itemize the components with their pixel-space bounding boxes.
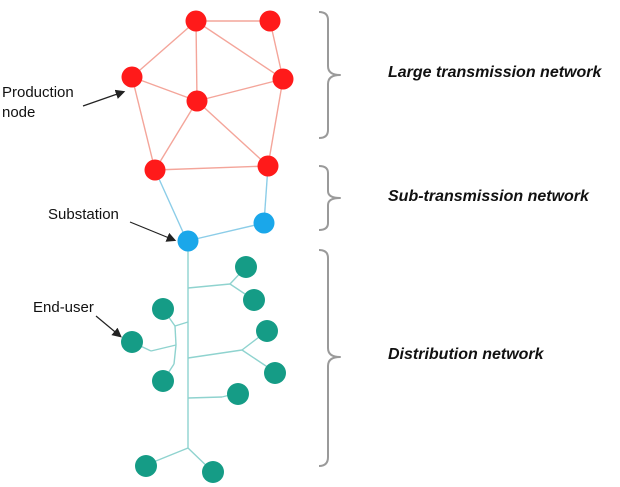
distribution-bracket	[318, 249, 341, 467]
section-brackets	[318, 11, 341, 467]
sub-transmission-links	[154, 165, 269, 242]
distribution-links	[131, 241, 276, 473]
sub-transmission-bracket	[318, 165, 341, 231]
production-node	[144, 159, 166, 181]
end-user-label: End-user	[33, 299, 94, 316]
end-user-node	[256, 320, 278, 342]
end-user-node	[152, 298, 174, 320]
annotation-arrows	[82, 89, 177, 338]
sub-transmission-label: Sub-transmission network	[388, 188, 589, 205]
production-node-label-line1: Production	[2, 84, 74, 101]
production-node	[121, 66, 143, 88]
production-node	[185, 10, 207, 32]
end-user-nodes	[121, 256, 286, 483]
substation-arrow	[129, 221, 177, 242]
end-user-node	[121, 331, 143, 353]
end-user-node	[227, 383, 249, 405]
production-node-arrow	[82, 89, 126, 107]
end-user-node	[202, 461, 224, 483]
end-user-node	[152, 370, 174, 392]
end-user-node	[243, 289, 265, 311]
large-transmission-label: Large transmission network	[388, 64, 602, 81]
large-transmission-bracket	[318, 11, 341, 139]
production-node	[259, 10, 281, 32]
production-node	[186, 90, 208, 112]
end-user-node	[264, 362, 286, 384]
end-user-arrow	[95, 315, 122, 338]
end-user-node	[135, 455, 157, 477]
distribution-label: Distribution network	[388, 346, 544, 363]
end-user-node	[235, 256, 257, 278]
substation-nodes	[177, 212, 275, 252]
substation-label: Substation	[48, 206, 119, 223]
substation-node	[253, 212, 275, 234]
transmission-links	[131, 20, 284, 171]
production-node	[272, 68, 294, 90]
substation-node	[177, 230, 199, 252]
production-node-label-line2: node	[2, 104, 36, 121]
production-nodes	[121, 10, 294, 181]
production-node	[257, 155, 279, 177]
